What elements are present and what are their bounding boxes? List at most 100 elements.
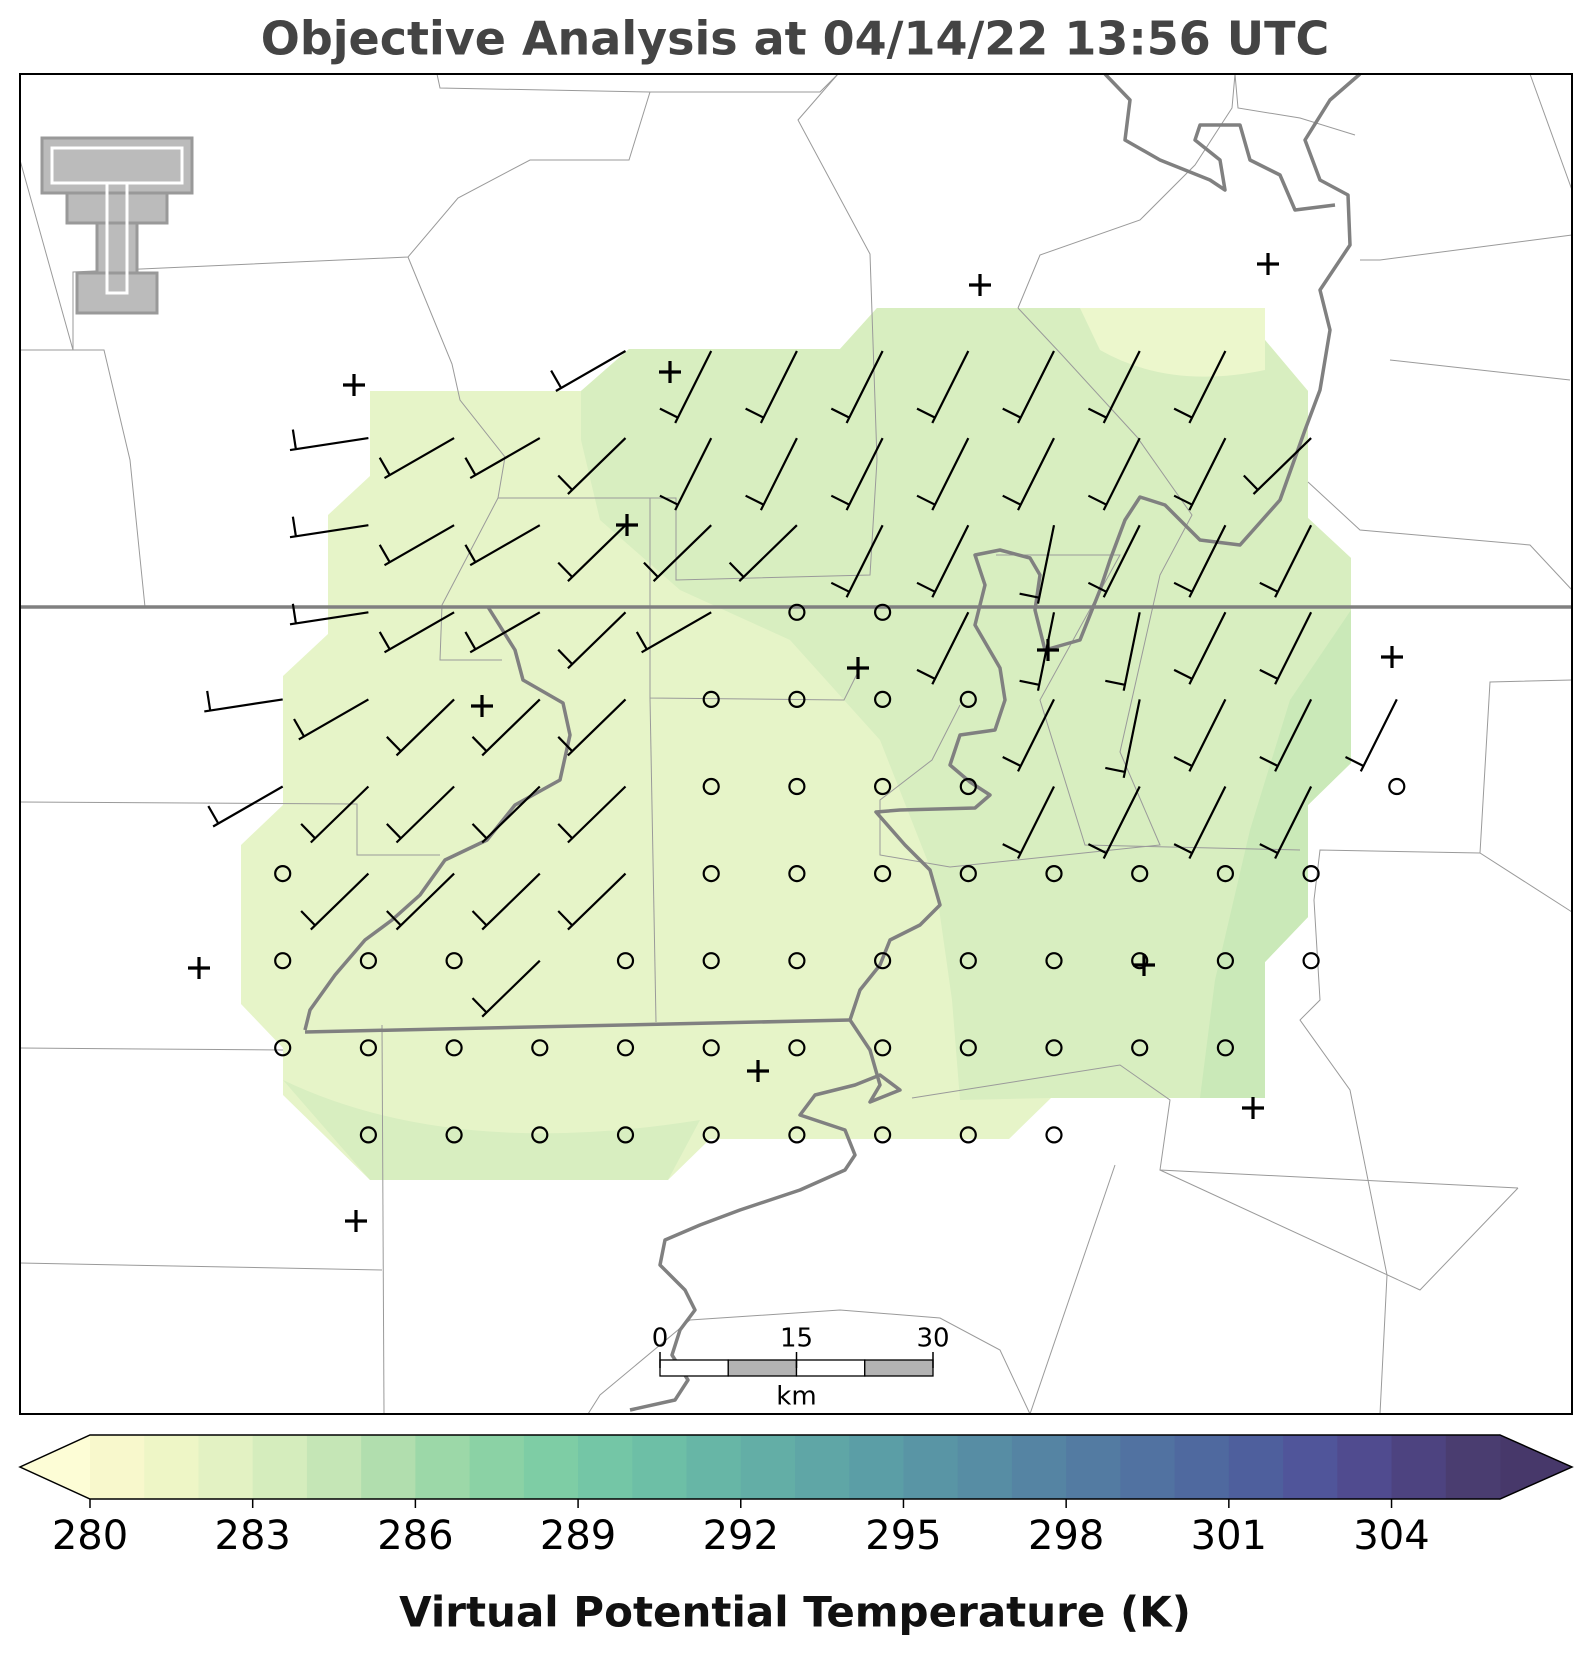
wind-barb [916,437,970,511]
wind-barb [293,698,369,741]
calm-station [274,1039,292,1057]
calm-station [959,777,977,796]
colorbar-bin [1120,1435,1176,1499]
title: Objective Analysis at 04/14/22 13:56 UTC [261,12,1330,66]
wind-barb [916,524,970,598]
scale-segment [727,1359,798,1377]
wind-barb [830,437,884,511]
wind-barb [464,611,541,654]
wind-barb [659,350,713,424]
calm-station [702,690,720,709]
calm-station [616,1126,635,1144]
colorbar-bin [306,1435,362,1499]
colorbar-label: Virtual Potential Temperature (K) [399,1588,1191,1637]
calm-station [702,952,720,970]
wind-barb [1019,524,1056,604]
calm-station [1302,952,1320,970]
calm-station [1045,864,1063,883]
wind-barb [557,785,627,844]
wind-barb [1259,611,1313,685]
wind-barb [635,611,712,654]
station-plus [1037,639,1059,661]
calm-station [873,603,892,621]
calm-station [788,1126,806,1144]
colorbar-bin [578,1435,633,1499]
wind-barb [643,524,712,582]
shade-east [1200,610,1351,1098]
wind-barb [471,698,541,757]
calm-station [1045,1039,1063,1057]
calm-station [788,603,806,621]
wind-barb [289,429,369,452]
stations [188,253,1406,1232]
borders [19,73,1573,1415]
scale-label: 30 [916,1324,949,1354]
calm-station [445,1039,463,1057]
colorbar-bin [90,1435,145,1499]
station-plus [1257,253,1279,275]
calm-station [873,690,892,709]
wind-barb [1105,699,1141,779]
wind-barb [550,350,627,392]
wind-barb [728,524,798,582]
wind-barb [1002,437,1055,511]
wind-barb [916,350,970,424]
calm-station [359,1126,377,1144]
colorbar-bin [469,1435,525,1499]
calm-station [702,1039,720,1057]
wind-barb [1002,350,1055,424]
colorbar-bin [1283,1435,1338,1499]
station-plus [188,957,210,979]
logo [40,136,194,315]
calm-station [445,1126,463,1144]
colorbar-bin [1337,1435,1393,1499]
colorbar-bin [795,1435,850,1499]
wind-barb [300,872,370,931]
colorbar-bin [144,1435,199,1499]
wind-barb [1087,786,1141,859]
wind-barb [1173,698,1227,772]
wind-barb [1173,524,1227,598]
wind-barb [1345,698,1398,772]
map: 0 15 30 km [19,72,1573,1415]
colorbar-outline [18,1434,1574,1500]
colorbar-bin [523,1435,579,1499]
calm-station [359,952,377,970]
calm-station [959,690,977,709]
colorbar-bin [415,1435,471,1499]
wind-barb [289,516,369,539]
wind-barb [378,524,455,567]
calm-station [274,864,292,883]
colorbar-bin [252,1435,308,1499]
calm-station [788,777,806,796]
shade-mid [581,308,1351,1100]
colorbar-bin [957,1435,1013,1499]
colorbar-tick-label: 298 [1028,1513,1104,1559]
wind-barb [1002,698,1055,772]
station-plus [616,514,638,536]
calm-station [702,864,720,883]
wind-barb [289,603,369,626]
colorbar-bin [686,1435,742,1499]
calm-station [1131,1039,1149,1057]
shade-top [1080,308,1265,377]
station-plus [1242,1097,1264,1119]
calm-station [1216,952,1235,970]
scale-label: 0 [652,1324,669,1354]
calm-station [873,1126,892,1144]
wind-barb [386,872,455,931]
wind-barb [1173,437,1227,511]
calm-station [531,1039,549,1057]
wind-barb [1173,611,1227,685]
calm-station [1216,1039,1235,1057]
wind-barb [464,524,541,567]
colorbar-bin [361,1435,416,1499]
colorbar-tick-label: 304 [1353,1513,1429,1559]
colorbar-tick-label: 289 [540,1513,616,1559]
colorbar-bin [632,1435,688,1499]
colorbar-tick-label: 295 [865,1513,941,1559]
wind-barb [830,524,884,598]
wind-barb [745,437,798,511]
scale-unit: km [776,1382,816,1412]
scale-bar: 0 15 30 km [652,1324,950,1412]
